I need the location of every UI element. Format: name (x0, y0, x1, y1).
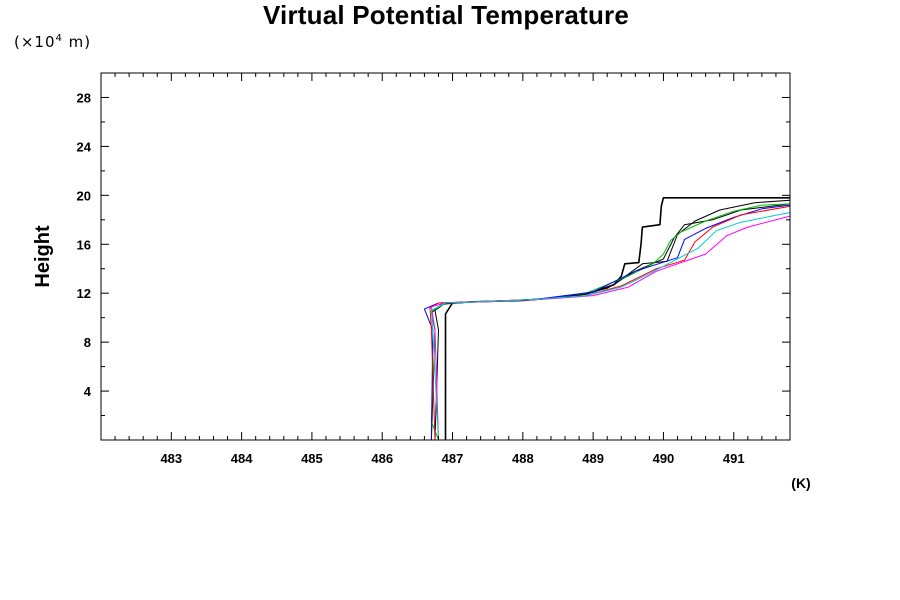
x-tick-label: 488 (512, 451, 534, 466)
y-tick-label: 12 (77, 286, 91, 301)
y-unit-suffix: m) (62, 33, 92, 51)
y-tick-label: 4 (84, 384, 92, 399)
y-unit-prefix: (×10 (14, 33, 56, 51)
y-tick-label: 28 (77, 90, 91, 105)
x-tick-label: 483 (160, 451, 182, 466)
series-line-7 (430, 215, 791, 441)
x-tick-label: 487 (442, 451, 464, 466)
x-tick-label: 486 (371, 451, 393, 466)
y-tick-label: 16 (77, 237, 91, 252)
series-line-8 (430, 212, 791, 441)
series-line-6 (429, 205, 791, 441)
series-line-3 (434, 199, 791, 441)
y-tick-label: 20 (77, 188, 91, 203)
y-tick-label: 24 (77, 139, 92, 154)
y-unit-exponent: 4 (55, 33, 63, 44)
chart-title: Virtual Potential Temperature (262, 0, 630, 30)
y-tick-label: 8 (84, 335, 91, 350)
x-tick-label: 485 (301, 451, 323, 466)
series-line-2 (430, 203, 791, 441)
x-tick-label: 489 (582, 451, 604, 466)
axis-layer: 483 484 485 486 487 488 489 490 491 4 8 12 16 20 24 28 (77, 73, 791, 466)
plot-frame (100, 72, 791, 441)
series-layer (423, 197, 791, 441)
x-axis-label: (K) (791, 475, 810, 491)
x-tick-label: 490 (653, 451, 675, 466)
series-line-1 (444, 197, 790, 440)
y-axis-unit: (×104 m) (14, 33, 91, 51)
series-line-5 (423, 204, 791, 441)
x-tick-label: 484 (231, 451, 253, 466)
series-line-4 (430, 203, 791, 441)
y-axis-label: Height (32, 225, 54, 288)
x-tick-label: 491 (723, 451, 745, 466)
